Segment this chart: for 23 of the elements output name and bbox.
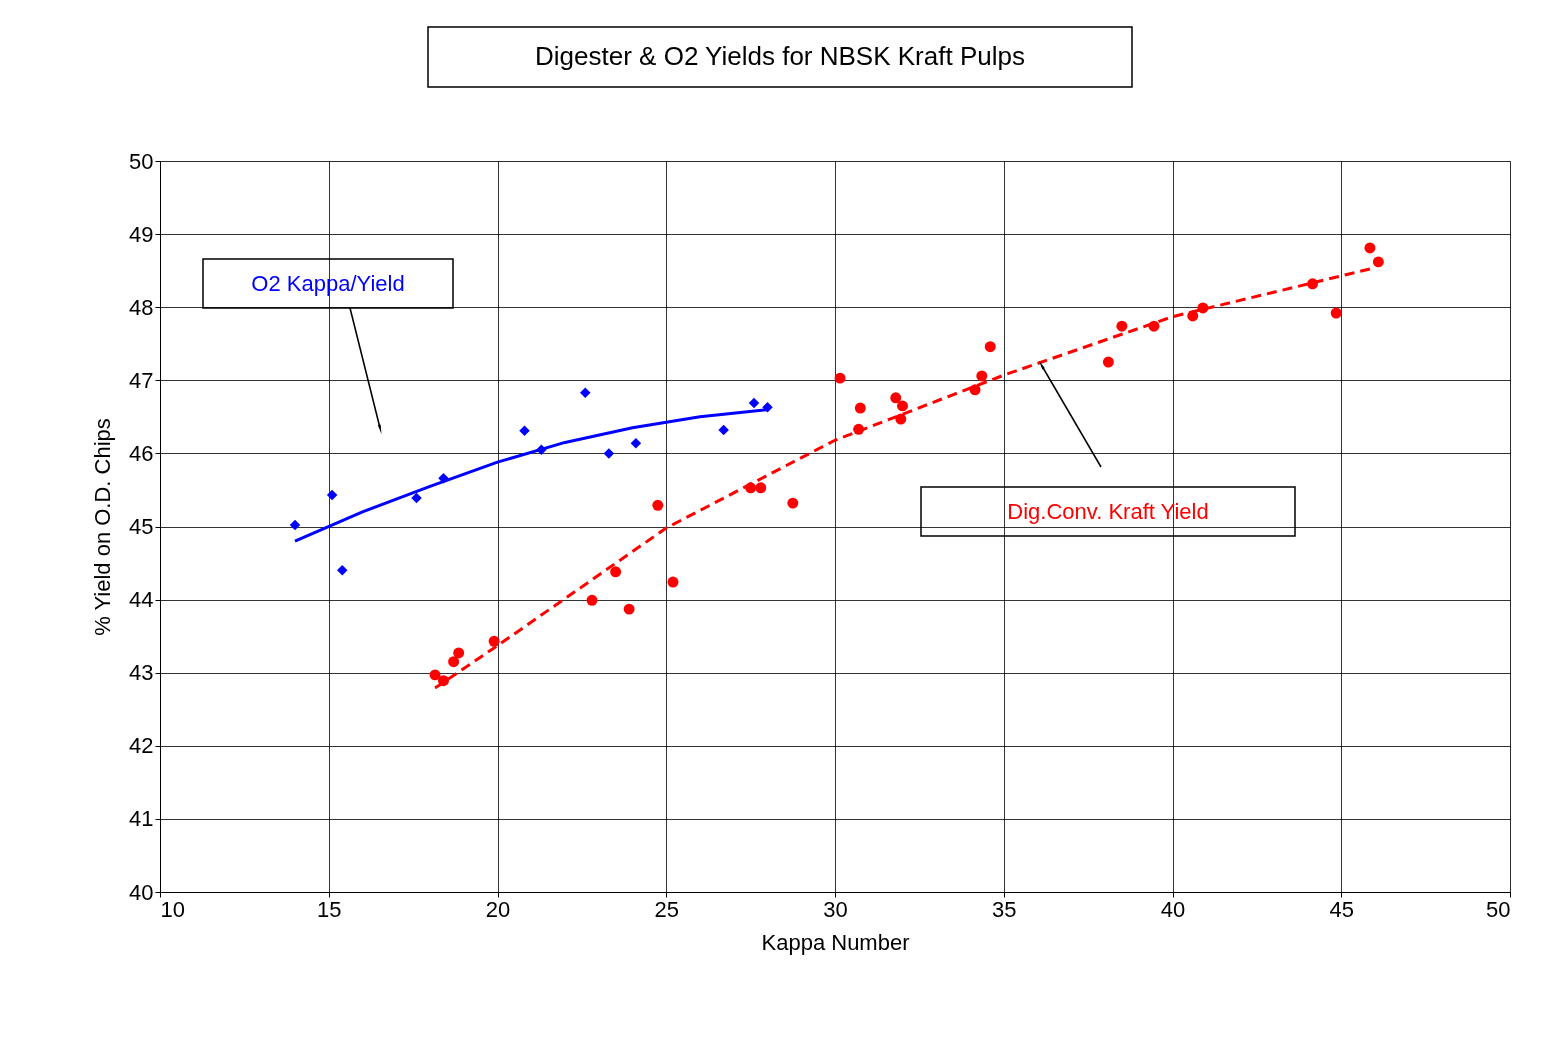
y-tick-label: 49 [129,221,154,247]
x-tick-label: 50 [1486,896,1511,922]
x-tick-label: 45 [1329,896,1354,922]
y-tick-label: 50 [129,148,154,174]
y-tick-label: 44 [129,587,154,613]
y-tick-label: 45 [129,514,154,539]
x-tick-label: 25 [654,896,679,922]
chart-title: Digester & O2 Yields for NBSK Kraft Pulps [535,41,1025,71]
x-tick-label: 10 [160,896,185,922]
x-tick-label: 35 [992,896,1017,922]
y-tick-label: 46 [129,440,154,466]
x-tick-label: 40 [1160,896,1186,922]
y-tick-label: 48 [129,294,154,320]
y-axis-title: % Yield on O.D. Chips [90,418,116,636]
y-tick-label: 47 [129,367,154,393]
x-axis-title: Kappa Number [761,929,910,955]
x-tick-label: 15 [317,896,342,922]
x-tick-label: 30 [823,896,848,922]
y-tick-label: 40 [129,879,154,905]
y-tick-label: 42 [129,733,154,759]
x-tick-label: 20 [485,896,511,922]
y-tick-label: 41 [129,806,154,832]
y-tick-label: 43 [129,660,154,686]
